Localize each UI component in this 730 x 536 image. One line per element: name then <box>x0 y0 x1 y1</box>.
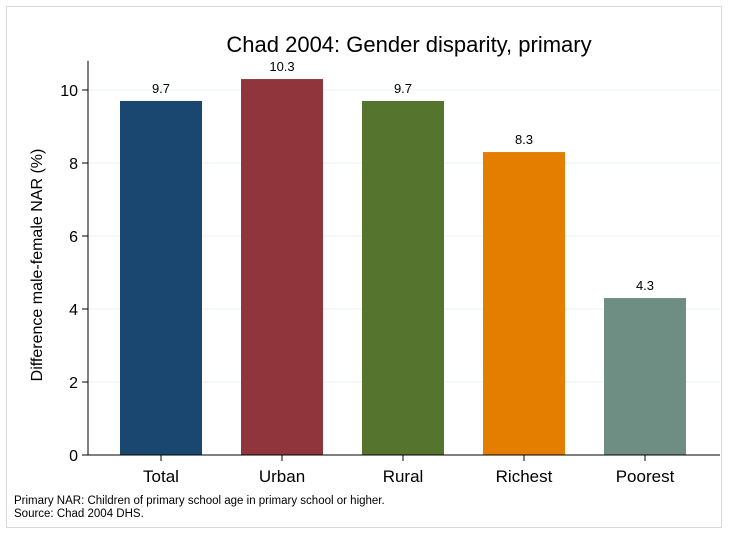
y-tick-label: 6 <box>69 229 78 246</box>
chart-title: Chad 2004: Gender disparity, primary <box>226 32 591 57</box>
x-tick-label: Richest <box>496 467 553 486</box>
y-axis-label: Difference male-female NAR (%) <box>29 149 46 382</box>
y-tick-label: 0 <box>69 448 78 465</box>
data-label: 9.7 <box>152 81 170 96</box>
bar-poorest <box>604 298 686 455</box>
y-axis: 0 2 4 6 8 10 <box>60 60 89 465</box>
data-label: 8.3 <box>515 132 533 147</box>
y-tick-label: 2 <box>69 375 78 392</box>
bar-richest <box>483 152 565 456</box>
note-nar: Primary NAR: Children of primary school … <box>14 495 385 507</box>
bar-urban <box>241 79 323 456</box>
y-tick-label: 8 <box>69 156 78 173</box>
y-tick-label: 10 <box>60 83 78 100</box>
x-tick-label: Poorest <box>616 467 675 486</box>
bar-rural <box>362 100 444 455</box>
note-source: Source: Chad 2004 DHS. <box>14 508 144 520</box>
y-tick-label: 4 <box>69 302 78 319</box>
bar-total <box>120 100 202 455</box>
x-axis: Total Urban Rural Richest Poorest <box>88 454 720 486</box>
data-label: 4.3 <box>636 278 654 293</box>
x-tick-label: Rural <box>383 467 424 486</box>
x-tick-label: Total <box>143 467 179 486</box>
data-labels: 9.7 10.3 9.7 8.3 4.3 <box>152 59 654 293</box>
bars <box>120 79 686 456</box>
data-label: 9.7 <box>394 81 412 96</box>
data-label: 10.3 <box>269 59 294 74</box>
x-tick-label: Urban <box>259 467 305 486</box>
